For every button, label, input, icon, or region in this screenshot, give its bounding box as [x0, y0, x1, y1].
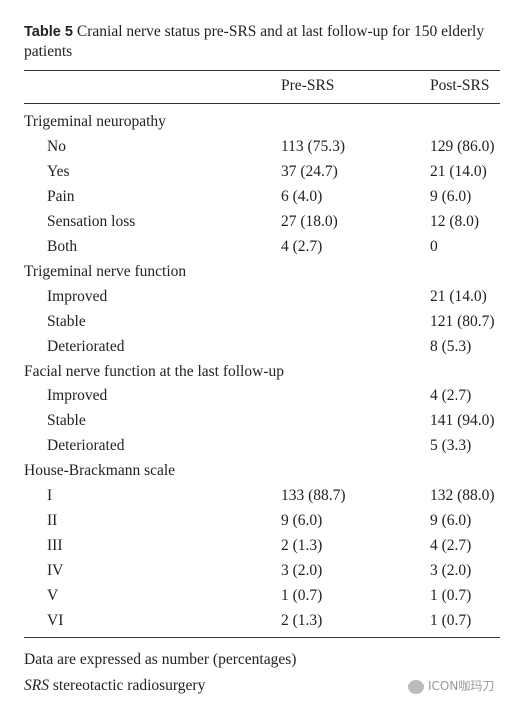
row-label: I — [47, 487, 53, 505]
header-rule — [24, 103, 500, 104]
row-label: IV — [47, 562, 64, 580]
cell: 4 (2.7) — [281, 237, 323, 255]
row-label: Deteriorated — [47, 437, 125, 455]
cell: 133 (88.7) — [281, 487, 346, 505]
cell: 4 (2.7) — [430, 387, 472, 405]
cell: 3 (2.0) — [430, 562, 472, 580]
row-label: III — [47, 537, 63, 555]
column-header: Pre-SRS — [281, 77, 335, 94]
column-header: Post-SRS — [430, 77, 490, 94]
cell: 37 (24.7) — [281, 162, 338, 180]
cell: 2 (1.3) — [281, 612, 323, 629]
top-rule — [24, 70, 500, 71]
row-label: II — [47, 512, 58, 530]
section-title: Trigeminal neuropathy — [24, 113, 166, 130]
footnote: Data are expressed as number (percentage… — [24, 651, 297, 668]
section-title: House-Brackmann scale — [24, 462, 176, 480]
watermark: ICON咖玛刀 — [408, 677, 494, 694]
cell: 2 (1.3) — [281, 537, 323, 555]
footnote-abbreviation: SRS stereotactic radiosurgery — [24, 678, 205, 694]
row-label: Improved — [47, 387, 108, 405]
bottom-rule — [24, 637, 500, 638]
row-label: Both — [47, 237, 78, 255]
cell: 121 (80.7) — [430, 312, 495, 330]
cell: 1 (0.7) — [430, 587, 472, 605]
cell: 129 (86.0) — [430, 137, 495, 155]
watermark-text: ICON咖玛刀 — [428, 679, 495, 693]
row-label: Yes — [47, 162, 70, 180]
row-label: Stable — [47, 412, 86, 430]
table-caption: Table 5 Cranial nerve status pre-SRS and … — [24, 22, 504, 62]
row-label: Deteriorated — [47, 337, 125, 355]
row-label: Pain — [47, 187, 75, 205]
abbreviation-term: SRS — [24, 677, 49, 694]
cell: 5 (3.3) — [430, 437, 472, 455]
section-title: Trigeminal nerve function — [24, 262, 187, 280]
row-label: Improved — [47, 287, 108, 305]
cell: 1 (0.7) — [430, 612, 472, 629]
cell: 21 (14.0) — [430, 162, 487, 180]
section-title: Facial nerve function at the last follow… — [24, 362, 284, 380]
row-label: No — [47, 137, 66, 155]
cell: 9 (6.0) — [430, 512, 472, 530]
row-label: V — [47, 587, 59, 605]
cell: 6 (4.0) — [281, 187, 323, 205]
row-label: Sensation loss — [47, 212, 136, 230]
row-label: Stable — [47, 312, 86, 330]
cell: 4 (2.7) — [430, 537, 472, 555]
row-label: VI — [47, 612, 64, 629]
watermark-icon — [408, 679, 424, 694]
cell: 113 (75.3) — [281, 137, 345, 155]
cell: 12 (8.0) — [430, 212, 480, 230]
cell: 27 (18.0) — [281, 212, 338, 230]
cell: 141 (94.0) — [430, 412, 495, 430]
cell: 1 (0.7) — [281, 587, 323, 605]
cell: 9 (6.0) — [281, 512, 323, 530]
cell: 9 (6.0) — [430, 187, 472, 205]
caption-label: Table 5 — [24, 24, 73, 40]
cell: 132 (88.0) — [430, 487, 495, 505]
cell: 0 — [430, 237, 438, 255]
cell: 21 (14.0) — [430, 287, 487, 305]
cell: 8 (5.3) — [430, 337, 472, 355]
caption-text: Cranial nerve status pre-SRS and at last… — [24, 23, 485, 60]
abbreviation-definition: stereotactic radiosurgery — [52, 677, 206, 694]
cell: 3 (2.0) — [281, 562, 323, 580]
